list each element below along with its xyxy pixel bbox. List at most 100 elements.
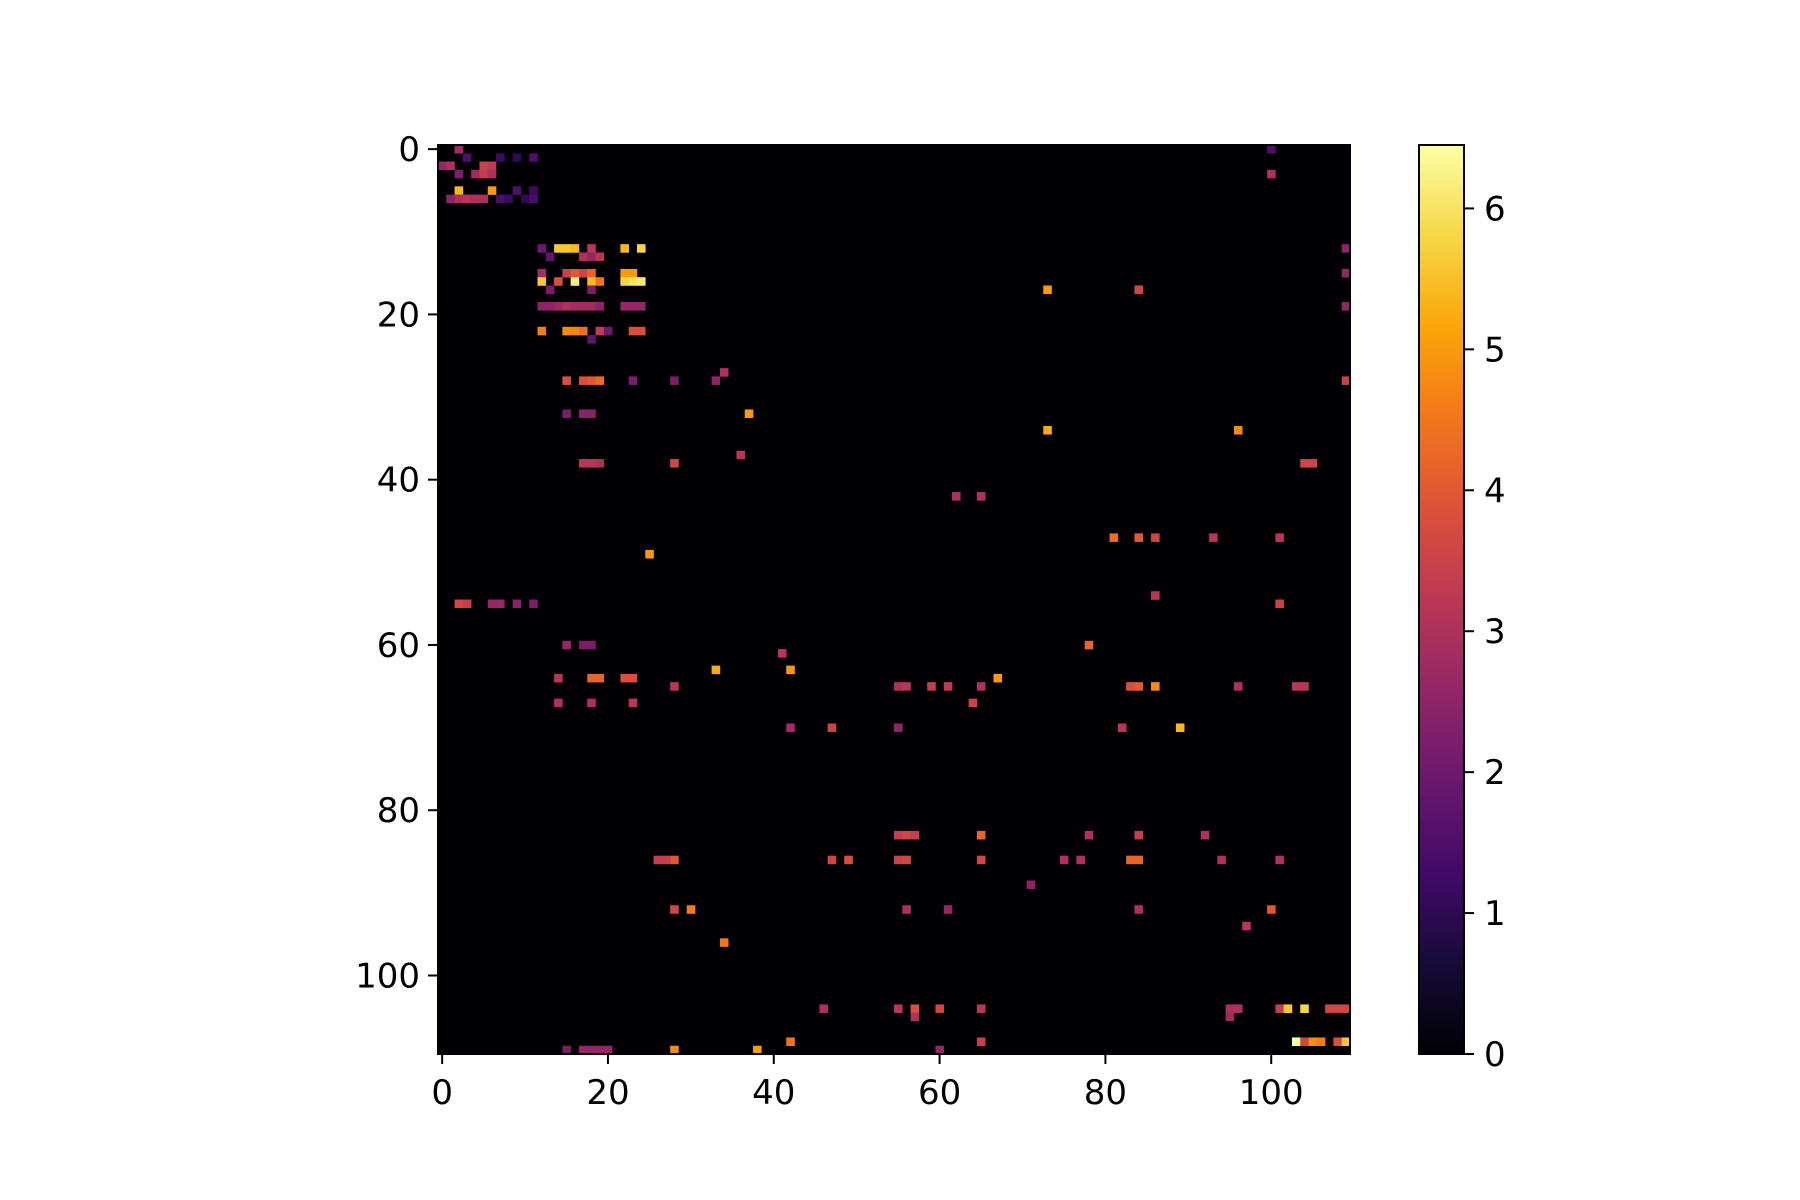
heatmap-cell — [952, 492, 961, 501]
heatmap-cell — [554, 277, 563, 286]
heatmap-cell — [554, 244, 563, 253]
heatmap-cell — [1275, 855, 1284, 865]
heatmap-cell — [512, 599, 522, 609]
heatmap-cell — [512, 153, 522, 162]
heatmap-cell — [1043, 425, 1052, 435]
heatmap-cell — [894, 1004, 903, 1013]
heatmap-cell — [976, 492, 986, 501]
heatmap-cell — [1341, 302, 1351, 311]
x-tick-label: 0 — [431, 1073, 453, 1113]
heatmap-area — [437, 144, 1351, 1055]
colorbar-frame — [1418, 144, 1465, 1055]
heatmap-cell — [587, 285, 596, 295]
heatmap-cell — [670, 905, 679, 914]
heatmap-cell — [512, 186, 522, 195]
heatmap-cell — [587, 244, 596, 253]
heatmap-cell — [636, 244, 646, 253]
heatmap-cell — [570, 268, 580, 278]
heatmap-cell — [976, 682, 986, 691]
heatmap-cell — [587, 335, 596, 344]
colorbar: 0 1 2 3 4 5 6 — [1418, 144, 1506, 1075]
heatmap-cell — [1225, 1012, 1235, 1022]
heatmap-cell — [529, 186, 538, 195]
heatmap-cell — [562, 268, 571, 278]
heatmap-cell — [595, 326, 605, 336]
heatmap-cell — [719, 368, 729, 377]
heatmap-cell — [1134, 533, 1144, 542]
heatmap-cell — [537, 277, 547, 286]
heatmap-cell — [670, 855, 679, 865]
x-axis: 0 20 40 60 80 100 — [431, 1054, 1304, 1113]
heatmap-cell — [927, 682, 936, 691]
heatmap-cell — [1151, 591, 1160, 600]
heatmap-cell — [537, 268, 547, 278]
heatmap-cell — [894, 830, 903, 840]
heatmap-cell — [554, 698, 563, 708]
heatmap-cell — [1341, 1004, 1351, 1013]
heatmap-cell — [719, 938, 729, 947]
heatmap-cell — [894, 855, 903, 865]
heatmap-cell — [670, 682, 679, 691]
heatmap-cell — [554, 673, 563, 683]
plot-background — [438, 145, 1350, 1054]
heatmap-cell — [670, 459, 679, 468]
heatmap-cell — [1134, 682, 1144, 691]
heatmap-cell — [777, 649, 787, 658]
heatmap-cell — [578, 326, 588, 336]
heatmap-cell — [620, 244, 629, 253]
heatmap-cell — [570, 244, 580, 253]
heatmap-cell — [1217, 855, 1226, 865]
heatmap-cell — [894, 682, 903, 691]
heatmap-cell — [587, 376, 596, 385]
heatmap-cell — [603, 326, 613, 336]
heatmap-cell — [1275, 1004, 1284, 1013]
heatmap-cell — [1026, 880, 1036, 890]
heatmap-cell — [587, 459, 596, 468]
heatmap-cell — [1341, 244, 1351, 253]
heatmap-cell — [753, 1045, 762, 1055]
heatmap-cell — [595, 302, 605, 311]
heatmap-cell — [1316, 1037, 1326, 1047]
colorbar-ticks: 0 1 2 3 4 5 6 — [1464, 189, 1506, 1075]
x-tick-label: 20 — [586, 1073, 629, 1113]
heatmap-cell — [636, 326, 646, 336]
heatmap-cell — [545, 285, 555, 295]
heatmap-cell — [595, 673, 605, 683]
heatmap-cell — [1175, 723, 1185, 733]
x-tick-label: 100 — [1239, 1073, 1304, 1113]
heatmap-cell — [1267, 905, 1276, 914]
heatmap-cell — [935, 1004, 945, 1013]
heatmap-cell — [1109, 533, 1119, 542]
heatmap-cell — [943, 682, 953, 691]
heatmap-cell — [1134, 905, 1144, 914]
heatmap-cell — [711, 665, 721, 675]
heatmap-cell — [1275, 599, 1284, 609]
heatmap-cell — [529, 153, 538, 162]
heatmap-cell — [620, 268, 629, 278]
heatmap-cell — [628, 698, 638, 708]
heatmap-cell — [1283, 1004, 1293, 1013]
heatmap-cell — [487, 599, 497, 609]
heatmap-cell — [496, 194, 505, 204]
heatmap-cell — [578, 459, 588, 468]
heatmap-cell — [454, 169, 464, 179]
heatmap-cell — [578, 302, 588, 311]
heatmap-cell — [562, 1045, 571, 1055]
heatmap-cell — [537, 302, 547, 311]
heatmap-cell — [628, 277, 638, 286]
heatmap-cell — [462, 599, 472, 609]
heatmap-cell — [595, 459, 605, 468]
heatmap-cell — [471, 169, 480, 179]
heatmap-cell — [653, 855, 663, 865]
heatmap-cell — [537, 244, 547, 253]
heatmap-cell — [1233, 682, 1243, 691]
heatmap-cell — [976, 1004, 986, 1013]
heatmap-cell — [462, 194, 472, 204]
heatmap-cell — [1300, 1037, 1309, 1047]
heatmap-cell — [620, 302, 629, 311]
heatmap-cell — [1151, 533, 1160, 542]
heatmap-cell — [935, 1045, 945, 1055]
heatmap-cell — [1291, 1037, 1301, 1047]
heatmap-cells — [438, 145, 1351, 1055]
heatmap-cell — [976, 855, 986, 865]
